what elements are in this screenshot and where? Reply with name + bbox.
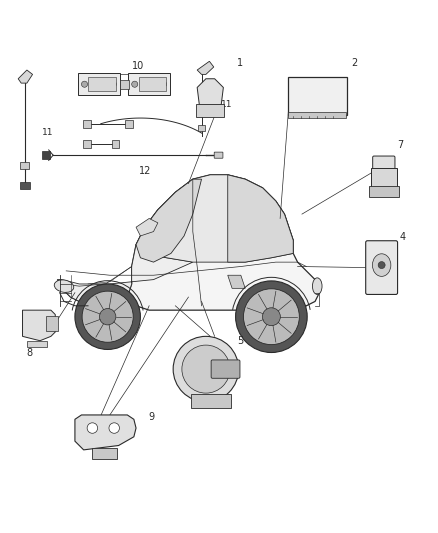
FancyBboxPatch shape [214,152,223,158]
Text: Boo: Boo [295,83,307,87]
Ellipse shape [54,280,74,293]
Ellipse shape [312,278,322,294]
Circle shape [132,81,138,87]
Circle shape [244,289,299,345]
FancyBboxPatch shape [366,241,398,294]
Polygon shape [136,179,201,262]
Text: ↑↑: ↑↑ [313,82,325,87]
FancyBboxPatch shape [198,125,205,131]
Circle shape [109,423,120,433]
FancyBboxPatch shape [288,112,346,118]
Circle shape [87,423,98,433]
FancyBboxPatch shape [371,168,397,189]
FancyBboxPatch shape [42,151,50,159]
FancyBboxPatch shape [128,73,170,95]
FancyBboxPatch shape [120,80,129,88]
Circle shape [75,284,141,350]
FancyBboxPatch shape [20,182,29,189]
FancyBboxPatch shape [20,162,29,169]
FancyBboxPatch shape [46,316,58,330]
Circle shape [82,291,133,342]
FancyBboxPatch shape [83,120,91,128]
FancyBboxPatch shape [369,186,399,197]
Circle shape [182,345,230,393]
FancyBboxPatch shape [211,360,240,378]
FancyBboxPatch shape [112,140,120,148]
Text: 10: 10 [132,61,145,71]
Ellipse shape [372,254,391,277]
Circle shape [160,81,166,87]
Text: 5: 5 [237,336,243,346]
Circle shape [262,308,280,326]
Text: 8: 8 [26,348,32,358]
Polygon shape [228,175,293,262]
Circle shape [173,336,239,402]
Polygon shape [197,79,223,105]
FancyBboxPatch shape [125,120,133,128]
FancyBboxPatch shape [196,104,224,117]
Polygon shape [136,175,293,262]
FancyBboxPatch shape [373,156,395,172]
Polygon shape [228,275,245,288]
Text: 7: 7 [397,140,403,150]
Circle shape [236,281,307,352]
Circle shape [99,309,116,325]
FancyBboxPatch shape [288,77,347,115]
FancyBboxPatch shape [88,77,116,92]
Polygon shape [22,310,55,341]
Text: 1: 1 [237,59,243,68]
Polygon shape [136,219,158,236]
Polygon shape [27,341,46,348]
Circle shape [378,262,385,269]
Text: 11: 11 [42,127,54,136]
Polygon shape [57,175,319,310]
Circle shape [110,81,117,87]
FancyBboxPatch shape [92,448,117,459]
Text: 2: 2 [351,59,357,68]
Polygon shape [57,245,193,306]
Polygon shape [18,70,32,83]
Text: 12: 12 [138,166,151,176]
Circle shape [81,81,88,87]
Polygon shape [75,415,136,450]
Text: 11: 11 [221,100,233,109]
Polygon shape [197,61,214,75]
Text: 9: 9 [148,412,154,422]
FancyBboxPatch shape [191,394,231,408]
FancyBboxPatch shape [83,140,91,148]
FancyBboxPatch shape [78,73,120,95]
Text: 4: 4 [399,232,406,242]
FancyBboxPatch shape [139,77,166,92]
